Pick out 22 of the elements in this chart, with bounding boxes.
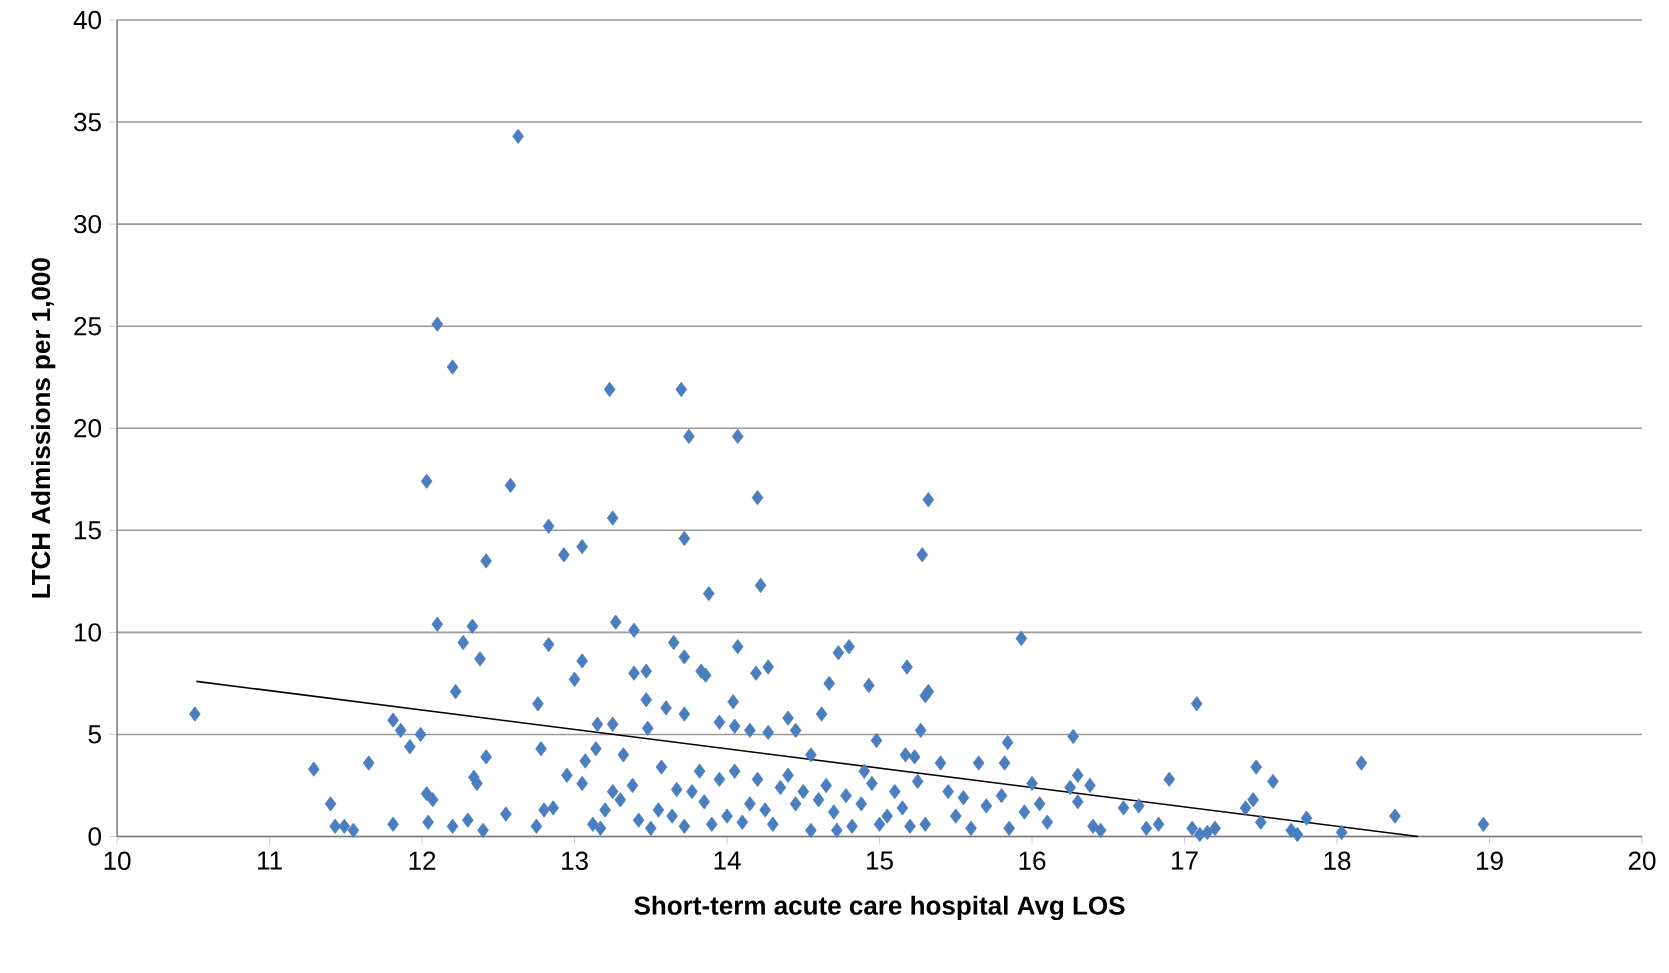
y-tick-label: 30: [74, 215, 101, 234]
x-tick-label: 19: [1477, 851, 1503, 871]
x-tick-label: 15: [867, 851, 893, 870]
y-tick-label: 15: [75, 521, 101, 540]
x-tick-label: 13: [562, 851, 588, 871]
y-tick-label: 20: [74, 419, 101, 438]
x-tick-label: 10: [104, 851, 131, 871]
x-axis-title: Short-term acute care hospital Avg LOS: [634, 895, 1125, 921]
y-tick-label: 35: [74, 113, 101, 132]
y-tick-label: 40: [73, 10, 101, 30]
y-tick-label: 10: [75, 623, 101, 642]
x-tick-label: 18: [1324, 851, 1351, 871]
x-tick-label: 14: [714, 851, 741, 870]
x-tick-label: 16: [1019, 851, 1046, 871]
y-tick-label: 25: [74, 317, 101, 336]
y-tick-label: 5: [88, 725, 101, 744]
x-tick-label: 12: [409, 851, 436, 870]
x-tick-label: 11: [258, 851, 282, 870]
x-tick-label: 17: [1172, 851, 1198, 870]
y-tick-label: 0: [88, 827, 101, 846]
y-axis-title: LTCH Admissions per 1,000: [31, 258, 56, 598]
x-tick-label: 20: [1628, 851, 1656, 871]
